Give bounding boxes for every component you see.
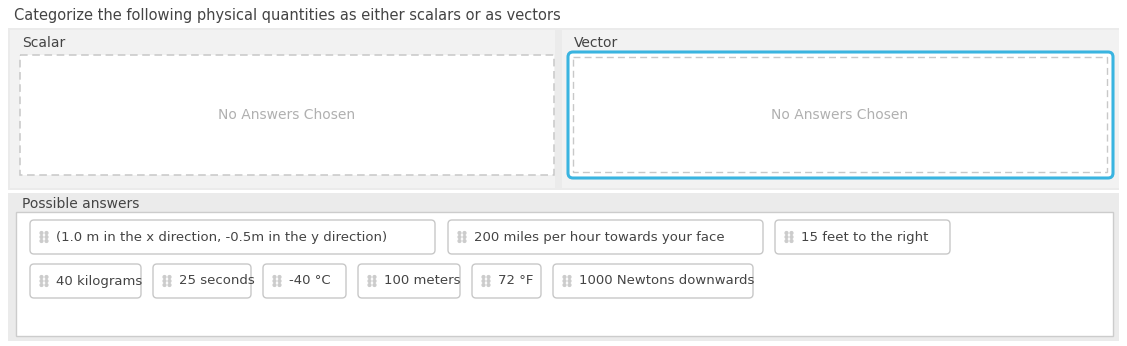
Circle shape [163, 276, 166, 279]
Text: 15 feet to the right: 15 feet to the right [801, 230, 929, 244]
Circle shape [786, 231, 788, 234]
Circle shape [458, 231, 461, 234]
Text: Vector: Vector [574, 36, 619, 50]
Circle shape [168, 284, 171, 286]
Circle shape [168, 280, 171, 282]
Text: 40 kilograms: 40 kilograms [56, 274, 142, 288]
Circle shape [41, 231, 43, 234]
Circle shape [273, 280, 276, 282]
FancyBboxPatch shape [775, 220, 950, 254]
Circle shape [278, 280, 281, 282]
FancyBboxPatch shape [553, 264, 753, 298]
FancyBboxPatch shape [8, 28, 1119, 190]
Circle shape [564, 280, 566, 282]
Circle shape [482, 284, 485, 286]
FancyBboxPatch shape [263, 264, 346, 298]
FancyBboxPatch shape [562, 30, 1119, 188]
Text: Possible answers: Possible answers [23, 197, 140, 211]
Text: 1000 Newtons downwards: 1000 Newtons downwards [579, 274, 754, 288]
Circle shape [568, 280, 571, 282]
Text: No Answers Chosen: No Answers Chosen [219, 108, 355, 122]
FancyBboxPatch shape [10, 30, 554, 188]
Circle shape [463, 231, 465, 234]
FancyBboxPatch shape [16, 212, 1113, 336]
Text: 25 seconds: 25 seconds [179, 274, 255, 288]
Circle shape [45, 239, 48, 243]
Circle shape [41, 280, 43, 282]
Text: (1.0 m in the x direction, -0.5m in the y direction): (1.0 m in the x direction, -0.5m in the … [56, 230, 388, 244]
Text: Scalar: Scalar [23, 36, 65, 50]
Circle shape [168, 276, 171, 279]
FancyBboxPatch shape [358, 264, 460, 298]
Circle shape [790, 239, 793, 243]
Circle shape [487, 284, 490, 286]
FancyBboxPatch shape [8, 193, 1119, 341]
FancyBboxPatch shape [568, 52, 1113, 178]
Circle shape [278, 284, 281, 286]
Circle shape [163, 284, 166, 286]
Circle shape [369, 284, 371, 286]
FancyBboxPatch shape [472, 264, 541, 298]
Circle shape [45, 231, 48, 234]
Text: 200 miles per hour towards your face: 200 miles per hour towards your face [474, 230, 725, 244]
Circle shape [41, 239, 43, 243]
FancyBboxPatch shape [20, 55, 554, 175]
Circle shape [564, 284, 566, 286]
Circle shape [41, 284, 43, 286]
Circle shape [373, 284, 376, 286]
Circle shape [568, 284, 571, 286]
Circle shape [45, 236, 48, 238]
Circle shape [369, 276, 371, 279]
Text: 72 °F: 72 °F [498, 274, 533, 288]
Circle shape [273, 284, 276, 286]
Circle shape [458, 239, 461, 243]
Circle shape [278, 276, 281, 279]
Circle shape [373, 276, 376, 279]
FancyBboxPatch shape [153, 264, 251, 298]
Circle shape [790, 231, 793, 234]
FancyBboxPatch shape [30, 220, 435, 254]
Circle shape [786, 239, 788, 243]
Circle shape [487, 280, 490, 282]
FancyBboxPatch shape [449, 220, 763, 254]
Circle shape [45, 284, 48, 286]
Circle shape [369, 280, 371, 282]
Circle shape [790, 236, 793, 238]
Text: Categorize the following physical quantities as either scalars or as vectors: Categorize the following physical quanti… [14, 8, 561, 23]
Text: 100 meters: 100 meters [384, 274, 461, 288]
Circle shape [786, 236, 788, 238]
Circle shape [45, 276, 48, 279]
Circle shape [41, 276, 43, 279]
Circle shape [163, 280, 166, 282]
Circle shape [273, 276, 276, 279]
Text: No Answers Chosen: No Answers Chosen [772, 108, 908, 122]
Circle shape [373, 280, 376, 282]
Circle shape [41, 236, 43, 238]
Circle shape [482, 280, 485, 282]
Circle shape [45, 280, 48, 282]
Circle shape [564, 276, 566, 279]
Circle shape [463, 239, 465, 243]
Circle shape [463, 236, 465, 238]
Circle shape [568, 276, 571, 279]
Circle shape [487, 276, 490, 279]
Circle shape [458, 236, 461, 238]
Circle shape [482, 276, 485, 279]
FancyBboxPatch shape [30, 264, 141, 298]
Text: -40 °C: -40 °C [289, 274, 330, 288]
